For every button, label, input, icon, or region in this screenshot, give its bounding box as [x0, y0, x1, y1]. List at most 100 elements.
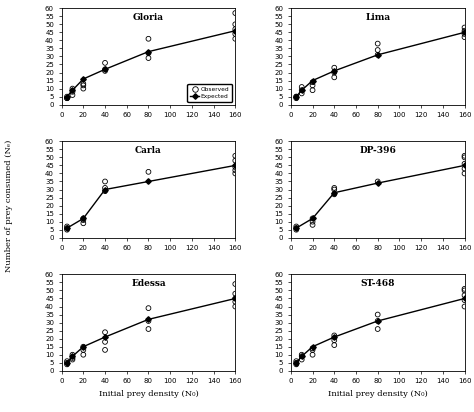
- Expected: [64, 94, 70, 99]
- Observed: [145, 305, 152, 311]
- Text: DP-396: DP-396: [359, 146, 396, 155]
- Observed: [145, 326, 152, 332]
- Observed: [298, 84, 306, 90]
- Observed: [63, 359, 71, 366]
- Expected: [81, 77, 86, 82]
- Observed: [69, 355, 76, 361]
- Legend: Observed, Expected: Observed, Expected: [187, 84, 232, 102]
- Observed: [63, 94, 71, 100]
- Observed: [461, 161, 468, 167]
- Observed: [330, 74, 338, 81]
- Observed: [374, 326, 382, 332]
- Observed: [292, 359, 300, 366]
- Observed: [461, 29, 468, 36]
- Observed: [231, 35, 239, 42]
- Observed: [374, 318, 382, 324]
- Text: ST-468: ST-468: [360, 279, 395, 288]
- Observed: [374, 40, 382, 47]
- Observed: [298, 353, 306, 360]
- Expected: [299, 354, 305, 359]
- Observed: [298, 351, 306, 358]
- Observed: [231, 164, 239, 170]
- Observed: [461, 170, 468, 177]
- Observed: [231, 157, 239, 164]
- Observed: [461, 292, 468, 299]
- Observed: [80, 343, 87, 350]
- Observed: [231, 298, 239, 305]
- Expected: [299, 88, 305, 93]
- Observed: [80, 85, 87, 92]
- Observed: [309, 345, 316, 351]
- Expected: [310, 344, 315, 349]
- Expected: [146, 317, 151, 322]
- Expected: [81, 344, 86, 349]
- Observed: [69, 92, 76, 98]
- Observed: [330, 191, 338, 198]
- Observed: [63, 227, 71, 233]
- Observed: [330, 69, 338, 76]
- Observed: [80, 220, 87, 227]
- Observed: [101, 66, 109, 73]
- Expected: [293, 94, 299, 99]
- Expected: [331, 68, 337, 73]
- Observed: [69, 89, 76, 95]
- Observed: [461, 30, 468, 37]
- Observed: [461, 286, 468, 292]
- Expected: [462, 30, 467, 35]
- Line: Expected: Expected: [294, 30, 466, 98]
- Expected: [293, 226, 299, 231]
- Observed: [231, 21, 239, 28]
- Observed: [461, 34, 468, 40]
- Observed: [145, 35, 152, 42]
- Expected: [102, 335, 108, 339]
- Expected: [146, 179, 151, 184]
- Observed: [231, 295, 239, 302]
- Line: Expected: Expected: [294, 297, 466, 365]
- Observed: [80, 215, 87, 222]
- Observed: [309, 87, 316, 94]
- Observed: [461, 303, 468, 310]
- Expected: [146, 49, 151, 54]
- Expected: [310, 216, 315, 221]
- Line: Expected: Expected: [65, 164, 237, 230]
- Observed: [80, 351, 87, 358]
- Observed: [461, 28, 468, 34]
- Observed: [330, 64, 338, 71]
- Observed: [292, 361, 300, 368]
- Line: Expected: Expected: [65, 29, 237, 98]
- Observed: [101, 188, 109, 194]
- Observed: [461, 152, 468, 159]
- Observed: [145, 169, 152, 175]
- Observed: [461, 297, 468, 303]
- Observed: [145, 55, 152, 61]
- Expected: [64, 360, 70, 365]
- Text: Edessa: Edessa: [131, 279, 166, 288]
- Observed: [80, 80, 87, 87]
- Observed: [231, 30, 239, 37]
- Expected: [232, 163, 238, 168]
- Observed: [309, 351, 316, 358]
- Expected: [331, 335, 337, 339]
- Observed: [292, 225, 300, 232]
- Expected: [293, 360, 299, 365]
- Observed: [309, 215, 316, 222]
- Observed: [101, 178, 109, 185]
- Observed: [101, 346, 109, 353]
- Expected: [102, 187, 108, 192]
- Observed: [63, 95, 71, 101]
- Text: Gloria: Gloria: [133, 13, 164, 22]
- Expected: [375, 52, 381, 57]
- Observed: [292, 227, 300, 233]
- Observed: [374, 47, 382, 53]
- Expected: [331, 190, 337, 195]
- Observed: [330, 337, 338, 344]
- Expected: [64, 226, 70, 231]
- Observed: [330, 342, 338, 349]
- Observed: [374, 311, 382, 318]
- Observed: [80, 217, 87, 223]
- Observed: [101, 339, 109, 345]
- Observed: [101, 60, 109, 66]
- Observed: [309, 218, 316, 225]
- Observed: [231, 10, 239, 16]
- Expected: [70, 354, 75, 359]
